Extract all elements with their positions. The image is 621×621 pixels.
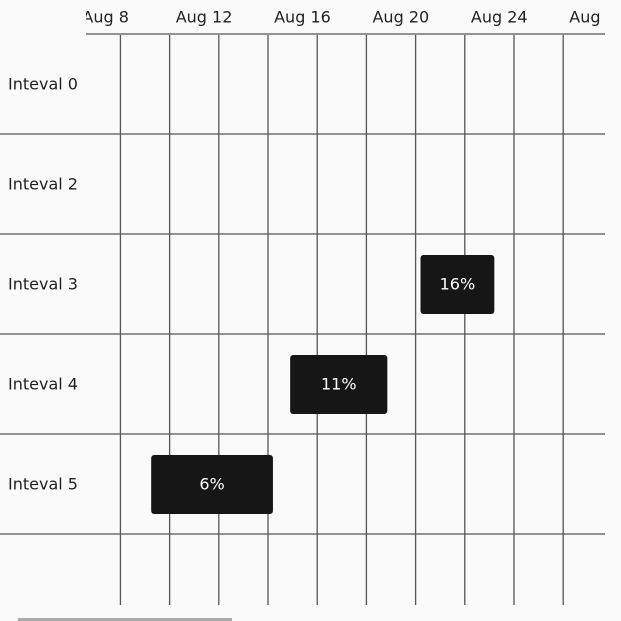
row-label: Inteval 0 xyxy=(8,75,78,94)
x-tick-label: Aug 8 xyxy=(82,8,129,27)
row-label: Inteval 4 xyxy=(8,375,78,394)
x-tick-label: Aug 24 xyxy=(471,8,528,27)
task-bar xyxy=(151,455,273,514)
task-label: 6% xyxy=(199,475,224,494)
row-label: Inteval 3 xyxy=(8,275,78,294)
task-label: 11% xyxy=(321,375,357,394)
x-tick-label: Aug 16 xyxy=(274,8,331,27)
row-label: Inteval 5 xyxy=(8,475,78,494)
task-bar xyxy=(290,355,388,414)
timeline-header: Aug 8 Aug 12 Aug 16 Aug 20 Aug 24 Aug 28 xyxy=(82,8,621,27)
x-tick-label: Aug 20 xyxy=(372,8,429,27)
task-label: 16% xyxy=(440,275,476,294)
x-tick-label: Aug 28 xyxy=(569,8,621,27)
scrollbar[interactable] xyxy=(18,618,232,621)
row-label: Inteval 2 xyxy=(8,175,78,194)
x-tick-label: Aug 12 xyxy=(176,8,233,27)
task-bar xyxy=(420,255,495,314)
